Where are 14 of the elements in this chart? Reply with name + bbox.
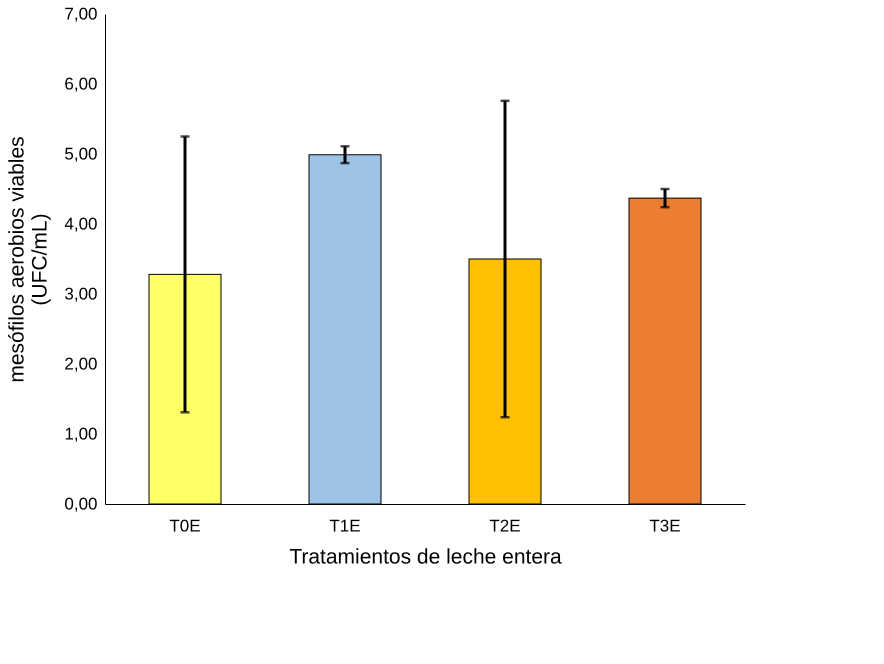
x-axis-title: Tratamientos de leche entera	[289, 546, 562, 568]
y-tick-label: 7,00	[64, 4, 98, 24]
y-tick-label: 4,00	[64, 214, 98, 234]
x-tick-label: T1E	[329, 516, 361, 536]
y-tick-label: 3,00	[64, 284, 98, 304]
y-tick-label: 1,00	[64, 424, 98, 444]
y-tick-label: 2,00	[64, 354, 98, 374]
x-tick-label: T2E	[489, 516, 521, 536]
y-tick-label: 6,00	[64, 74, 98, 94]
x-tick-label: T3E	[649, 516, 681, 536]
y-axis-title: mesófilos aerobios viables (UFC/mL)	[5, 136, 52, 383]
y-tick-label: 0,00	[64, 494, 98, 514]
x-tick-label: T0E	[169, 516, 201, 536]
y-tick-label: 5,00	[64, 144, 98, 164]
